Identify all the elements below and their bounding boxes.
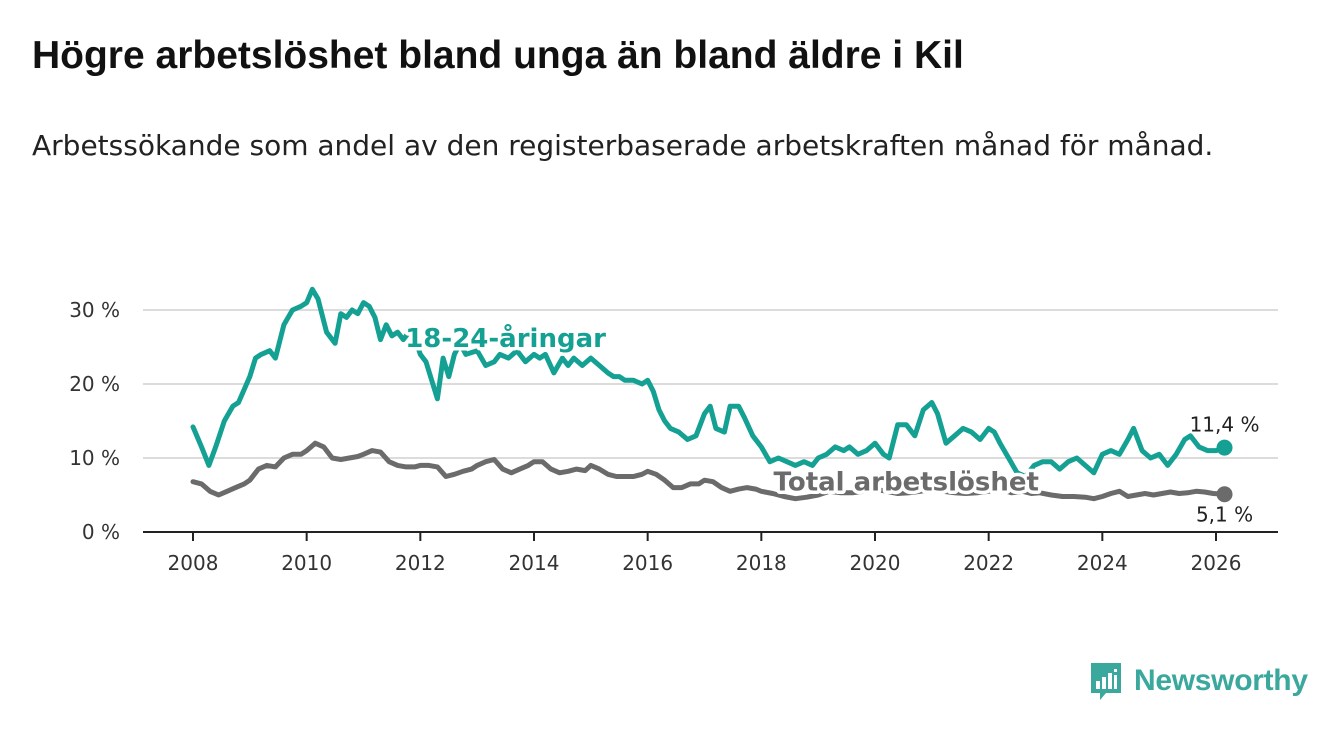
y-tick-label: 20 % [69, 372, 120, 396]
x-tick-label: 2026 [1191, 551, 1242, 575]
series-labels: 11,4 % 5,1 % 18-24-åringar Total arbetslösh… [402, 319, 1260, 527]
x-tick-label: 2018 [736, 551, 787, 575]
series-line [190, 286, 1227, 479]
newsworthy-logo: Newsworthy [1088, 660, 1308, 702]
x-tick-label: 2008 [168, 551, 219, 575]
x-tick-label: 2020 [850, 551, 901, 575]
series-end-label: 11,4 % [1190, 413, 1260, 437]
series-label: 18-24-åringar [405, 322, 606, 354]
brand-name: Newsworthy [1134, 664, 1308, 697]
x-tick-label: 2024 [1077, 551, 1128, 575]
bar-chart-icon [1091, 663, 1121, 700]
y-tick-label: 10 % [69, 446, 120, 470]
series-end-point [1216, 486, 1233, 503]
y-tick-label: 0 % [82, 520, 120, 544]
x-tick-label: 2012 [395, 551, 446, 575]
series-line [190, 440, 1227, 502]
x-tick-label: 2010 [281, 551, 332, 575]
x-axis: 2008 2010 2012 2014 2016 2018 2020 2022 2024 2026 [168, 532, 1242, 575]
grid-lines [143, 309, 1278, 459]
x-tick-label: 2016 [622, 551, 673, 575]
series-end-label: 5,1 % [1196, 502, 1253, 526]
chart-subtitle: Arbetssökande som andel av den registerb… [32, 129, 1214, 162]
series-label: Total arbetslöshet [774, 468, 1039, 498]
series-end-point [1216, 439, 1233, 456]
series-lines [190, 286, 1233, 503]
y-tick-label: 30 % [69, 298, 120, 322]
y-axis: 0 % 10 % 20 % 30 % [69, 298, 120, 544]
x-tick-label: 2014 [509, 551, 560, 575]
x-tick-label: 2022 [963, 551, 1014, 575]
chart-title: Högre arbetslöshet bland unga än bland ä… [32, 34, 964, 77]
